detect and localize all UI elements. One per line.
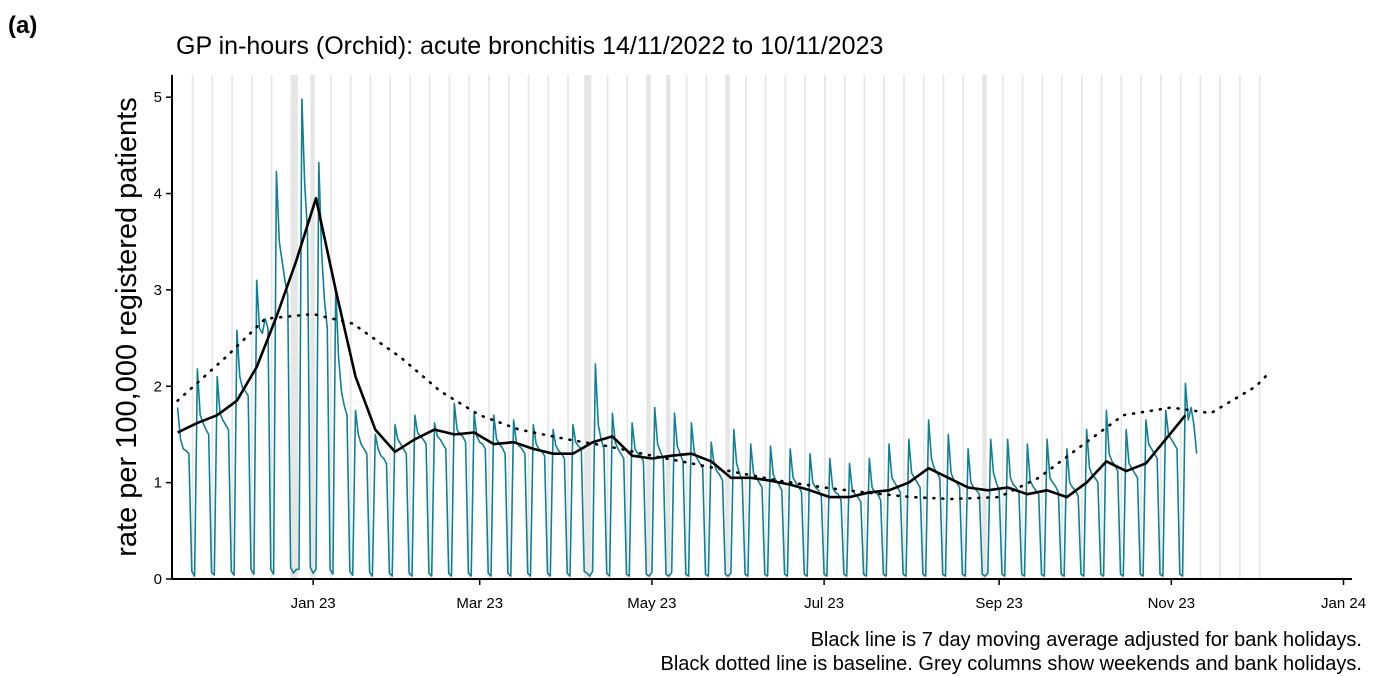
shaded-column [1140, 75, 1142, 579]
shaded-column [1061, 75, 1063, 579]
shaded-column [1080, 75, 1083, 579]
shaded-column [1179, 75, 1182, 579]
shaded-column [1100, 75, 1103, 579]
shaded-column [428, 75, 431, 579]
shaded-column [409, 75, 411, 579]
shaded-column [191, 75, 194, 579]
shaded-column [843, 75, 846, 579]
note: Black dotted line is baseline. Grey colu… [660, 653, 1362, 675]
shaded-column [745, 75, 747, 579]
shaded-column [1160, 75, 1162, 579]
shaded-column [1041, 75, 1044, 579]
shaded-column [883, 75, 886, 579]
shaded-column [310, 75, 315, 579]
shaded-column [863, 75, 866, 579]
shaded-column [764, 75, 767, 579]
y-tick-label: 1 [154, 475, 162, 492]
shaded-column [448, 75, 451, 579]
shaded-column [903, 75, 905, 579]
shaded-column [666, 75, 671, 579]
shaded-column [1120, 75, 1123, 579]
plot-area: 0 1 2 3 4 5 Jan 23 Mar 23 May 23 Jul 23 Sep 23 Nov … [154, 75, 1366, 612]
chart-title: GP in-hours (Orchid): acute bronchitis 1… [176, 32, 883, 60]
shaded-column [804, 75, 806, 579]
shaded-column [685, 75, 688, 579]
shaded-column [922, 75, 925, 579]
shaded-column [982, 75, 987, 579]
shaded-column [1001, 75, 1004, 579]
shaded-column [1258, 75, 1261, 579]
y-tick-label: 4 [154, 186, 162, 203]
shaded-column [824, 75, 826, 579]
y-tick-label: 5 [154, 89, 162, 106]
shaded-column [330, 75, 332, 579]
x-tick-label: Jan 24 [1321, 595, 1366, 612]
shaded-column [231, 75, 233, 579]
shaded-column [584, 75, 592, 579]
shaded-column [942, 75, 945, 579]
shaded-column [507, 75, 510, 579]
shaded-column [211, 75, 214, 579]
x-tick-label: May 23 [627, 595, 676, 612]
shaded-column [1021, 75, 1024, 579]
series-line [177, 197, 1187, 499]
shaded-column [389, 75, 392, 579]
shaded-column [705, 75, 708, 579]
note: Black line is 7 day moving average adjus… [811, 629, 1362, 651]
shaded-column [1219, 75, 1221, 579]
shaded-column [725, 75, 730, 579]
shaded-column [468, 75, 471, 579]
y-tick-label: 0 [154, 571, 162, 588]
shaded-column [626, 75, 629, 579]
shaded-column [349, 75, 352, 579]
shaded-column [369, 75, 372, 579]
shaded-column [962, 75, 965, 579]
shaded-column [547, 75, 550, 579]
shaded-column [251, 75, 253, 579]
shaded-column [527, 75, 530, 579]
shaded-column [290, 75, 298, 579]
y-axis-label: rate per 100,000 registered patients [111, 97, 143, 556]
shaded-column [1199, 75, 1202, 579]
shaded-column [1239, 75, 1241, 579]
shaded-column [784, 75, 787, 579]
panel-label: (a) [8, 12, 37, 39]
x-tick-label: Jan 23 [291, 595, 336, 612]
x-tick-label: Sep 23 [975, 595, 1023, 612]
x-tick-label: Jul 23 [804, 595, 844, 612]
y-tick-label: 3 [154, 282, 162, 299]
series-line [176, 312, 1272, 501]
series-line [176, 98, 1198, 577]
shaded-column [567, 75, 569, 579]
x-tick-label: Nov 23 [1148, 595, 1196, 612]
shaded-column [488, 75, 490, 579]
shaded-column [646, 75, 651, 579]
shaded-column [606, 75, 609, 579]
y-tick-label: 2 [154, 378, 162, 395]
x-tick-label: Mar 23 [456, 595, 503, 612]
